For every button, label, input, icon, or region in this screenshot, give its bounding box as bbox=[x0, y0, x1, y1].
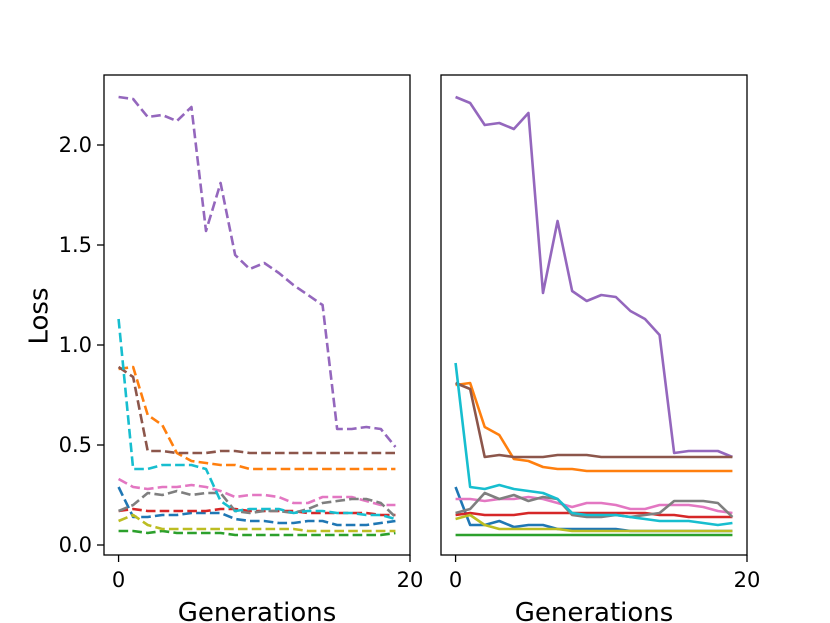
right-series-8-line bbox=[455, 491, 734, 519]
y-axis-title: Loss bbox=[25, 287, 55, 344]
left-panel: 0 20 0.0 0.5 1.0 1.5 2.0 bbox=[59, 74, 424, 592]
y-tick-label: 0.0 bbox=[59, 533, 92, 557]
x-tick-label: 20 bbox=[397, 568, 424, 592]
left-series-3-line bbox=[118, 529, 396, 537]
left-series-10-line bbox=[117, 318, 396, 521]
right-series-9-line bbox=[455, 513, 733, 533]
x-axis-title-right: Generations bbox=[515, 598, 674, 623]
left-series-9-line bbox=[118, 513, 396, 533]
x-tick-label: 20 bbox=[734, 568, 761, 592]
x-axis-title-left: Generations bbox=[178, 598, 337, 623]
x-tick-label: 0 bbox=[112, 568, 125, 592]
right-series-1-line bbox=[454, 486, 733, 533]
left-series-7-line bbox=[117, 477, 396, 507]
right-panel: 0 20 bbox=[440, 74, 761, 592]
y-tick-label: 2.0 bbox=[59, 133, 92, 157]
right-series-4-line bbox=[455, 511, 733, 519]
left-series-1-line bbox=[117, 486, 396, 527]
right-series-2-line bbox=[455, 381, 733, 473]
y-tick-label: 1.5 bbox=[59, 233, 92, 257]
right-series-10-line bbox=[454, 362, 733, 527]
left-series-6-line bbox=[117, 365, 396, 455]
y-tick-label: 0.5 bbox=[59, 433, 92, 457]
y-tick-label: 1.0 bbox=[59, 333, 92, 357]
left-series-2-line bbox=[118, 365, 396, 471]
x-tick-label: 0 bbox=[449, 568, 462, 592]
right-series-5-line bbox=[455, 95, 733, 459]
right-axes-frame bbox=[440, 74, 748, 556]
left-series-5-line bbox=[118, 95, 397, 448]
right-series-6-line bbox=[455, 381, 733, 459]
left-series-8-line bbox=[118, 489, 397, 518]
left-axes-frame bbox=[103, 74, 411, 556]
